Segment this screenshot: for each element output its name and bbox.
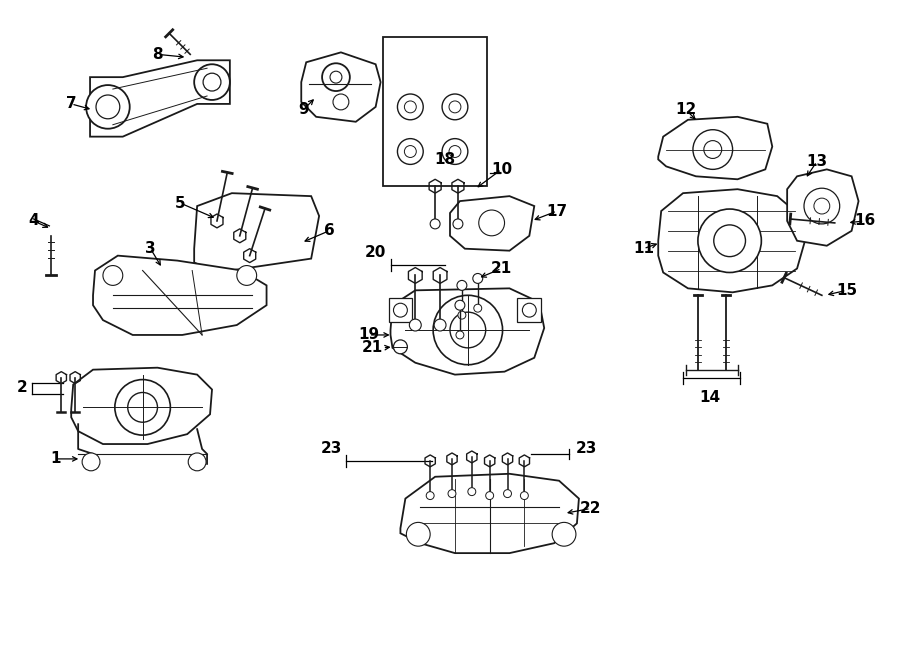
Text: 10: 10 bbox=[491, 162, 512, 177]
Circle shape bbox=[115, 379, 170, 435]
Circle shape bbox=[450, 312, 486, 348]
Circle shape bbox=[330, 71, 342, 83]
Circle shape bbox=[393, 303, 408, 317]
Circle shape bbox=[473, 304, 482, 312]
Circle shape bbox=[333, 94, 349, 110]
Text: 3: 3 bbox=[145, 241, 156, 256]
Circle shape bbox=[448, 490, 456, 498]
Circle shape bbox=[407, 522, 430, 546]
Circle shape bbox=[453, 219, 463, 229]
Circle shape bbox=[128, 393, 158, 422]
Text: 22: 22 bbox=[580, 501, 601, 516]
Text: 4: 4 bbox=[28, 214, 39, 229]
Text: 20: 20 bbox=[364, 245, 386, 260]
Circle shape bbox=[86, 85, 130, 129]
Text: 17: 17 bbox=[546, 204, 568, 219]
Text: 21: 21 bbox=[362, 340, 383, 356]
Circle shape bbox=[393, 340, 408, 354]
Circle shape bbox=[479, 210, 505, 236]
Circle shape bbox=[203, 73, 220, 91]
Text: 8: 8 bbox=[152, 47, 163, 62]
Text: 7: 7 bbox=[66, 97, 77, 112]
Circle shape bbox=[698, 209, 761, 272]
Text: 11: 11 bbox=[633, 241, 654, 256]
Text: 2: 2 bbox=[16, 380, 27, 395]
Circle shape bbox=[398, 94, 423, 120]
Circle shape bbox=[457, 280, 467, 290]
Polygon shape bbox=[450, 196, 535, 251]
Circle shape bbox=[404, 145, 417, 157]
Circle shape bbox=[434, 319, 446, 331]
Text: 6: 6 bbox=[324, 223, 335, 239]
Text: 5: 5 bbox=[175, 196, 185, 211]
Text: 21: 21 bbox=[491, 261, 512, 276]
Circle shape bbox=[410, 319, 421, 331]
Text: 14: 14 bbox=[699, 390, 720, 405]
Circle shape bbox=[704, 141, 722, 159]
Circle shape bbox=[322, 63, 350, 91]
Bar bbox=[382, 38, 487, 186]
Text: 18: 18 bbox=[435, 152, 455, 167]
Circle shape bbox=[442, 139, 468, 165]
Circle shape bbox=[433, 295, 502, 365]
Circle shape bbox=[449, 145, 461, 157]
Circle shape bbox=[430, 219, 440, 229]
Bar bbox=[389, 298, 412, 322]
Circle shape bbox=[96, 95, 120, 119]
Text: 15: 15 bbox=[836, 283, 857, 298]
Circle shape bbox=[188, 453, 206, 471]
Circle shape bbox=[693, 130, 733, 169]
Circle shape bbox=[194, 64, 230, 100]
Circle shape bbox=[82, 453, 100, 471]
Text: 1: 1 bbox=[50, 451, 60, 467]
Circle shape bbox=[398, 139, 423, 165]
Polygon shape bbox=[391, 288, 544, 375]
Circle shape bbox=[714, 225, 745, 256]
Circle shape bbox=[427, 492, 434, 500]
Text: 12: 12 bbox=[675, 102, 697, 118]
Circle shape bbox=[449, 101, 461, 113]
Text: 19: 19 bbox=[358, 327, 379, 342]
Text: 23: 23 bbox=[320, 442, 342, 457]
Polygon shape bbox=[93, 256, 266, 335]
Circle shape bbox=[404, 101, 417, 113]
Polygon shape bbox=[194, 193, 320, 272]
Circle shape bbox=[522, 303, 536, 317]
Circle shape bbox=[814, 198, 830, 214]
Polygon shape bbox=[788, 169, 859, 246]
Polygon shape bbox=[302, 52, 381, 122]
Circle shape bbox=[237, 266, 256, 286]
Bar bbox=[518, 298, 541, 322]
Circle shape bbox=[520, 492, 528, 500]
Circle shape bbox=[442, 94, 468, 120]
Circle shape bbox=[552, 522, 576, 546]
Circle shape bbox=[458, 311, 466, 319]
Polygon shape bbox=[658, 117, 772, 179]
Polygon shape bbox=[71, 368, 212, 444]
Circle shape bbox=[456, 331, 464, 339]
Circle shape bbox=[468, 488, 476, 496]
Text: 16: 16 bbox=[854, 214, 875, 229]
Circle shape bbox=[472, 274, 482, 284]
Polygon shape bbox=[658, 189, 805, 292]
Circle shape bbox=[103, 266, 122, 286]
Circle shape bbox=[804, 188, 840, 224]
Circle shape bbox=[503, 490, 511, 498]
Circle shape bbox=[455, 300, 465, 310]
Text: 13: 13 bbox=[806, 154, 827, 169]
Polygon shape bbox=[90, 60, 230, 137]
Circle shape bbox=[486, 492, 493, 500]
Polygon shape bbox=[400, 474, 579, 553]
Text: 9: 9 bbox=[298, 102, 309, 118]
Text: 23: 23 bbox=[576, 442, 598, 457]
